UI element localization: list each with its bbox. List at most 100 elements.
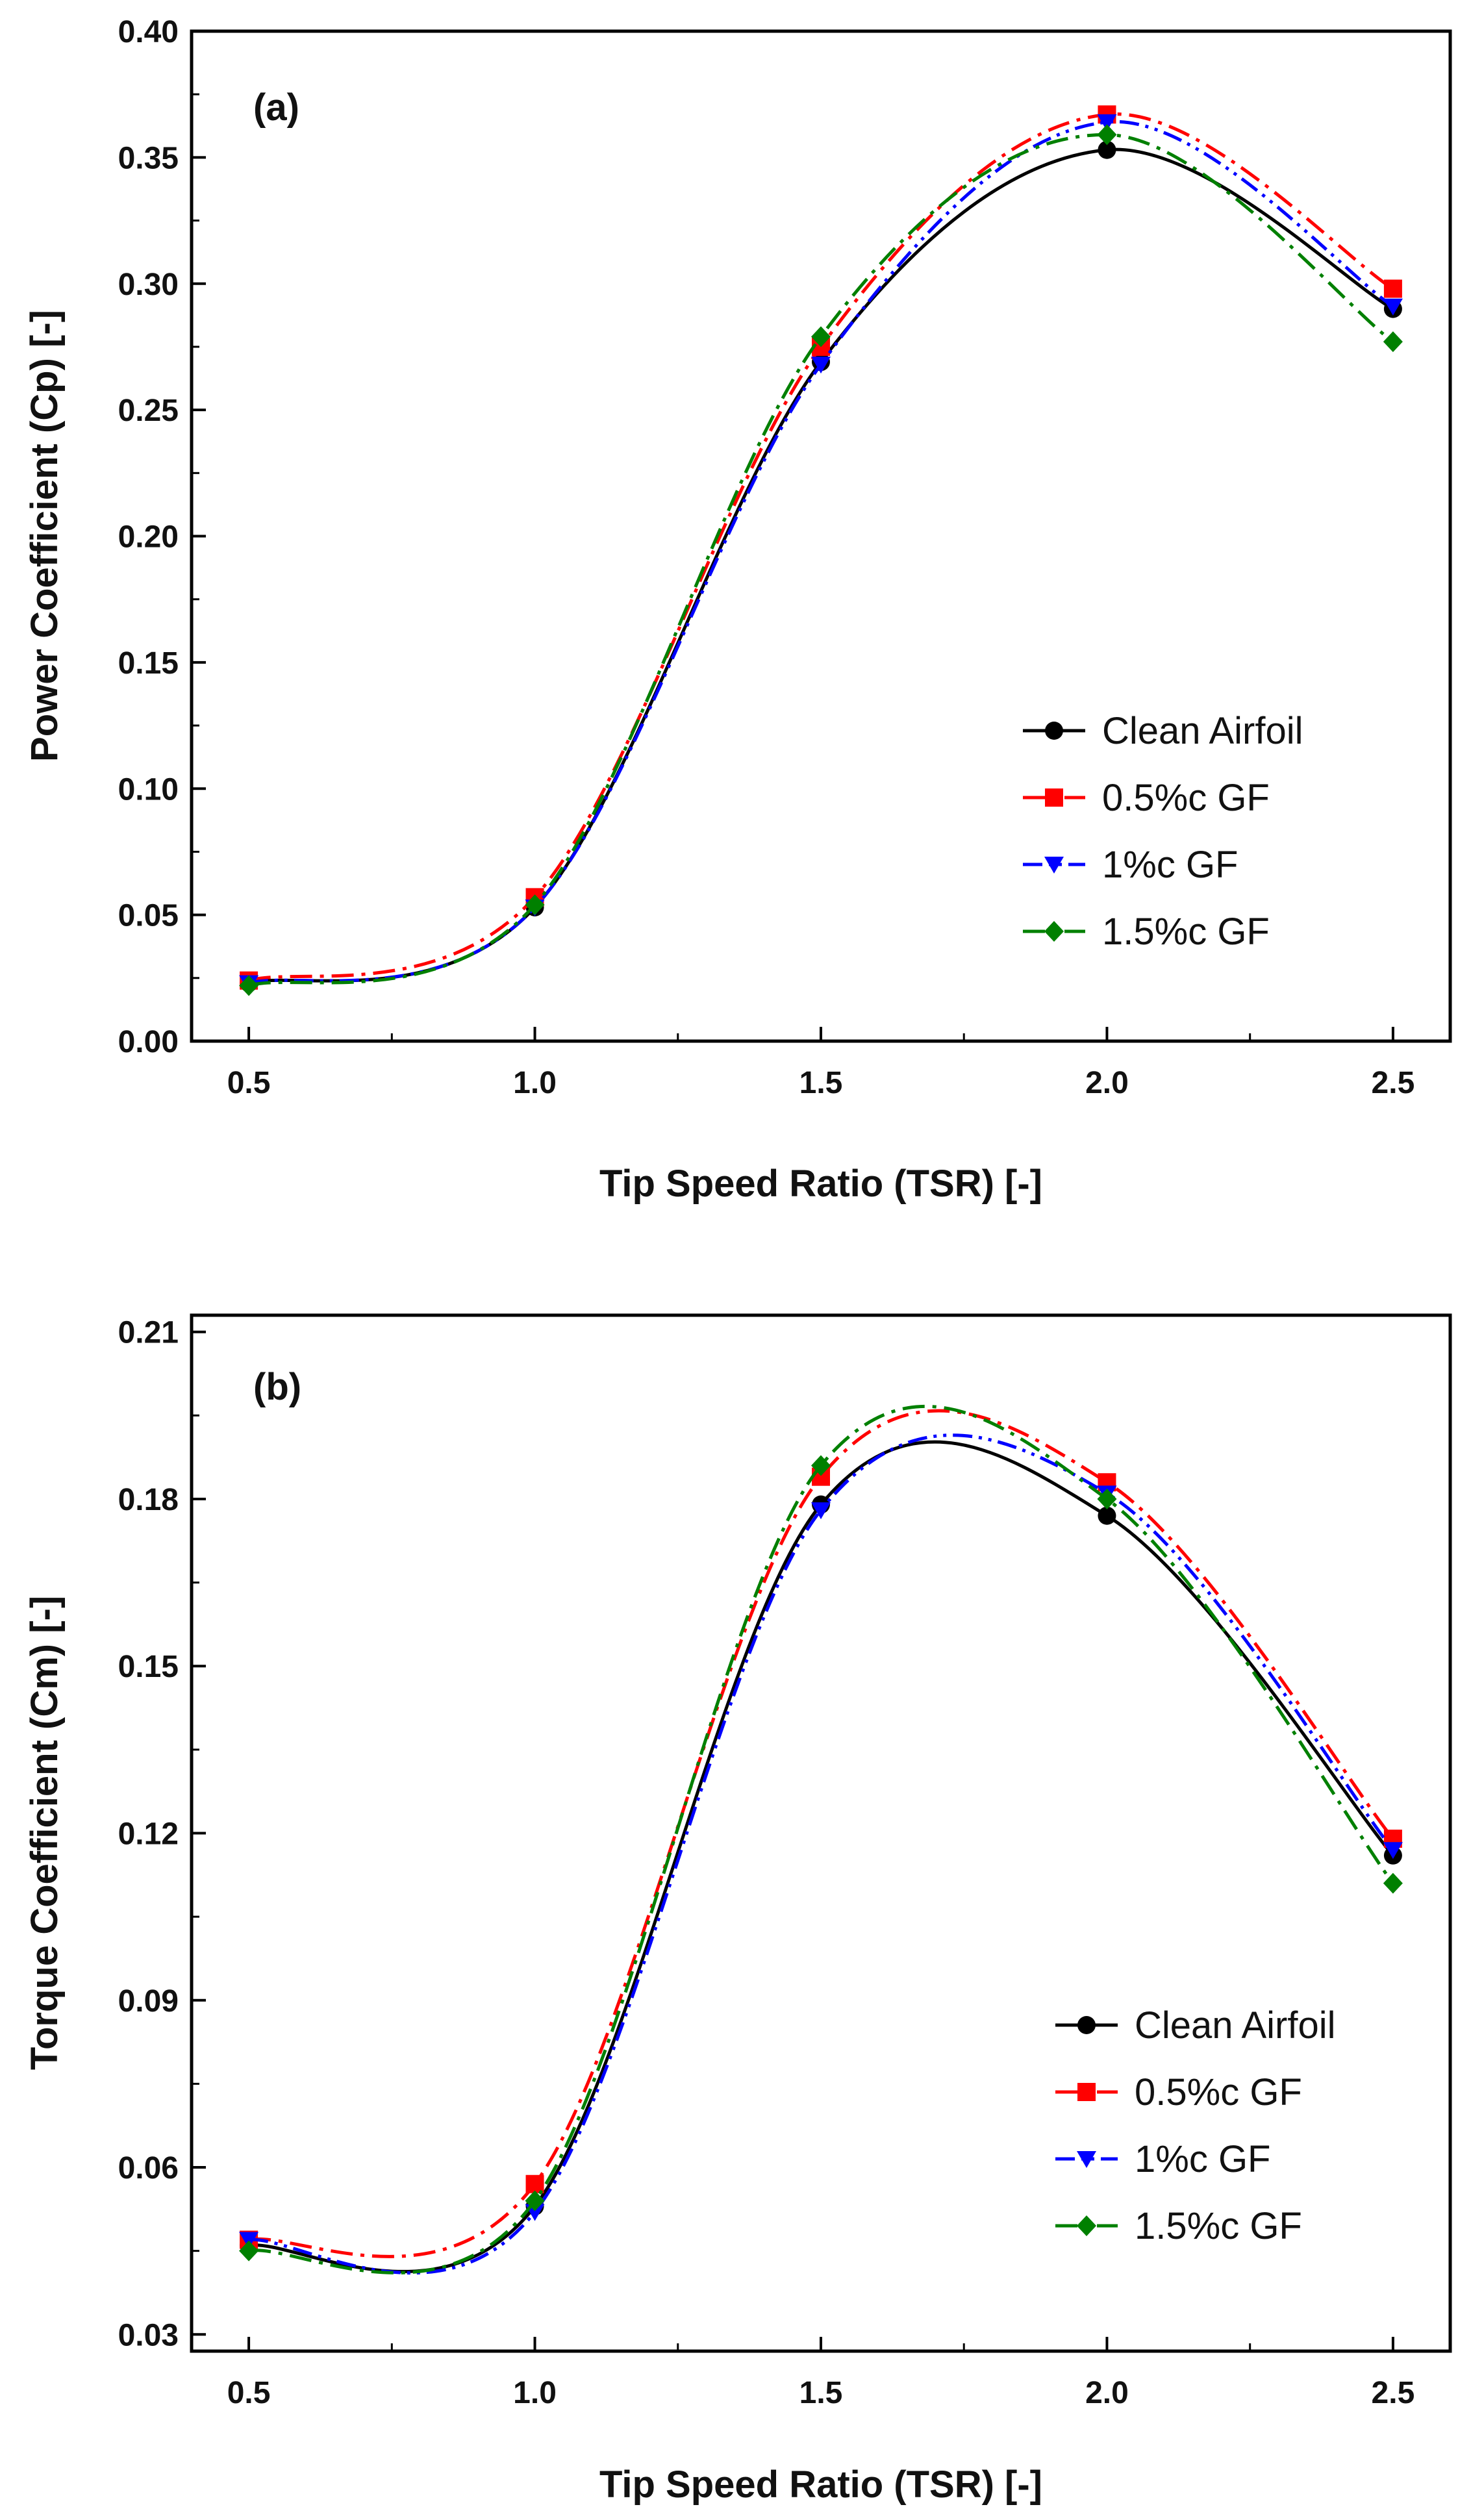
data-point — [1383, 279, 1402, 298]
legend-marker — [1044, 857, 1064, 874]
legend-label: 0.5%c GF — [1135, 2071, 1302, 2113]
x-axis-title: Tip Speed Ratio (TSR) [-] — [599, 2463, 1042, 2506]
y-tick-label: 0.03 — [118, 2318, 179, 2352]
legend-entry-clean-airfoil: Clean Airfoil — [1023, 710, 1303, 752]
data-point — [1383, 1872, 1403, 1894]
legend-label: 1%c GF — [1135, 2138, 1271, 2180]
data-point — [811, 326, 831, 347]
legend-label: 0.5%c GF — [1102, 777, 1270, 819]
data-point — [811, 1455, 831, 1476]
x-tick-label: 0.5 — [227, 2376, 271, 2410]
data-point — [1383, 298, 1403, 316]
legend-marker — [1045, 722, 1063, 740]
y-tick-label: 0.30 — [118, 268, 179, 302]
y-tick-label: 0.15 — [118, 646, 179, 681]
power-coefficient-chart: 0.5 1.0 1.5 2.0 2.5 0.00 0.05 0.10 0.15 0.20 0.25 0… — [23, 15, 1452, 1205]
x-tick-label: 1.5 — [799, 2376, 843, 2410]
series-line — [248, 132, 1394, 987]
legend-sample — [1023, 921, 1085, 942]
legend-marker — [1077, 2016, 1096, 2034]
data-point — [1383, 331, 1403, 353]
panel-label: (a) — [253, 86, 299, 129]
legend-entry-0.5pc-gf: 0.5%c GF — [1055, 2071, 1302, 2113]
data-point — [1097, 114, 1117, 131]
x-tick-label: 2.5 — [1372, 1066, 1415, 1100]
series-line — [248, 1433, 1394, 2274]
y-axis-title: Torque Coefficient (Cm) [-] — [23, 1596, 66, 2070]
legend-marker — [1077, 2215, 1096, 2236]
legend-label: 1.5%c GF — [1135, 2205, 1302, 2247]
y-tick-label: 0.09 — [118, 1984, 179, 2019]
data-point — [1097, 124, 1117, 145]
legend-sample — [1055, 2151, 1118, 2168]
series-layer — [239, 1404, 1403, 2274]
x-tick-label: 2.0 — [1085, 2376, 1129, 2410]
panel-label: (b) — [253, 1366, 301, 1408]
y-tick-label: 0.18 — [118, 1483, 179, 1517]
data-point — [525, 894, 545, 916]
series-layer — [239, 105, 1403, 996]
legend-entry-clean-airfoil: Clean Airfoil — [1055, 2004, 1335, 2047]
legend-sample — [1055, 2215, 1118, 2236]
data-point — [239, 975, 259, 996]
legend-marker — [1045, 788, 1063, 807]
legend-sample — [1023, 722, 1085, 740]
series-line — [248, 112, 1394, 983]
legend-label: Clean Airfoil — [1135, 2004, 1335, 2047]
data-point — [1098, 1506, 1116, 1525]
y-tick-label: 0.06 — [118, 2151, 179, 2186]
legend: Clean Airfoil 0.5%c GF 1%c GF 1.5%c GF — [1023, 710, 1303, 953]
legend-sample — [1023, 857, 1085, 874]
y-tick-label: 0.05 — [118, 899, 179, 933]
torque-coefficient-chart: 0.5 1.0 1.5 2.0 2.5 0.03 0.06 0.09 0.12 0.15 0.18 0… — [23, 1313, 1452, 2506]
data-point — [811, 1502, 831, 1520]
data-point — [239, 2232, 259, 2249]
data-point — [525, 2190, 545, 2211]
data-point — [1097, 1488, 1117, 1509]
legend-sample — [1023, 788, 1085, 807]
series-1.5pcc-gf — [239, 124, 1403, 996]
series-1pcc-gf — [239, 1433, 1403, 2274]
legend-entry-1.5pc-gf: 1.5%c GF — [1023, 911, 1270, 953]
y-tick-label: 0.25 — [118, 394, 179, 428]
x-tick-label: 1.5 — [799, 1066, 843, 1100]
legend-entry-0.5pc-gf: 0.5%c GF — [1023, 777, 1270, 819]
x-tick-label: 2.0 — [1085, 1066, 1129, 1100]
data-point — [1383, 1842, 1403, 1859]
y-tick-label: 0.40 — [118, 15, 179, 49]
series-line — [248, 120, 1394, 985]
legend: Clean Airfoil 0.5%c GF 1%c GF 1.5%c GF — [1055, 2004, 1335, 2247]
ticks-layer: 0.5 1.0 1.5 2.0 2.5 0.00 0.05 0.10 0.15 0.20 0.25 0… — [118, 15, 1415, 1100]
legend-label: Clean Airfoil — [1102, 710, 1303, 752]
legend-sample — [1055, 2083, 1118, 2101]
y-tick-label: 0.21 — [118, 1316, 179, 1350]
x-tick-label: 2.5 — [1372, 2376, 1415, 2410]
data-point — [1098, 140, 1116, 159]
legend-sample — [1055, 2016, 1118, 2034]
legend-label: 1%c GF — [1102, 844, 1238, 886]
legend-entry-1pc-gf: 1%c GF — [1055, 2138, 1271, 2180]
y-axis-title: Power Coefficient (Cp) [-] — [23, 310, 66, 762]
x-tick-label: 0.5 — [227, 1066, 271, 1100]
x-tick-label: 1.0 — [513, 2376, 557, 2410]
data-point — [239, 2240, 259, 2262]
y-tick-label: 0.15 — [118, 1650, 179, 1684]
x-axis-title: Tip Speed Ratio (TSR) [-] — [599, 1163, 1042, 1205]
ticks-layer: 0.5 1.0 1.5 2.0 2.5 0.03 0.06 0.09 0.12 0.15 0.18 0… — [118, 1316, 1415, 2410]
legend-marker — [1077, 2083, 1096, 2101]
y-tick-label: 0.10 — [118, 772, 179, 807]
legend-label: 1.5%c GF — [1102, 911, 1270, 953]
data-point — [811, 357, 831, 374]
series-1.5pcc-gf — [239, 1404, 1403, 2274]
legend-marker — [1044, 921, 1064, 942]
y-tick-label: 0.20 — [118, 520, 179, 555]
legend-entry-1.5pc-gf: 1.5%c GF — [1055, 2205, 1302, 2247]
legend-marker — [1077, 2151, 1096, 2168]
x-tick-label: 1.0 — [513, 1066, 557, 1100]
y-tick-label: 0.00 — [118, 1025, 179, 1059]
series-line — [248, 1409, 1394, 2258]
series-line — [248, 1404, 1394, 2274]
y-tick-label: 0.35 — [118, 141, 179, 175]
